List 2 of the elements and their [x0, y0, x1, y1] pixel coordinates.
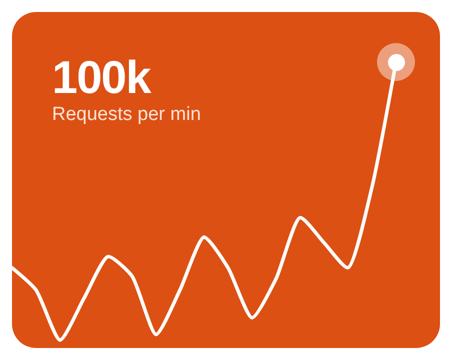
text: Requests per min	[52, 104, 201, 126]
chart-title: 100k	[52, 50, 150, 104]
